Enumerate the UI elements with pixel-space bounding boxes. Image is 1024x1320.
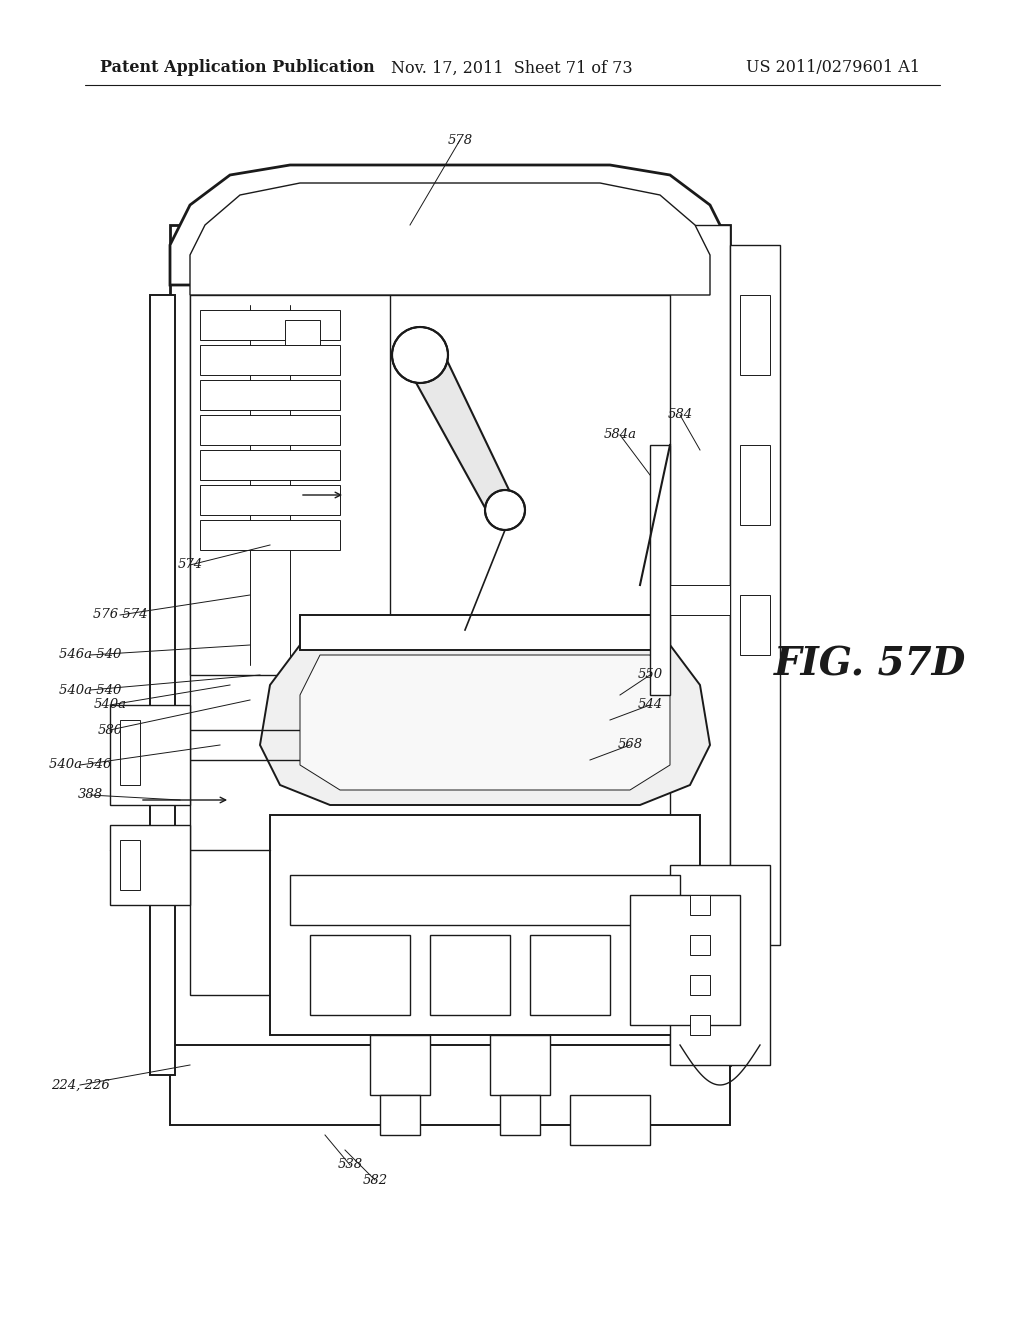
Bar [170,224,730,1065]
Bar [740,445,770,525]
Text: 550: 550 [637,668,663,681]
Bar [650,445,670,696]
Bar [300,615,670,649]
Bar [740,595,770,655]
Text: 540a: 540a [93,698,127,711]
Bar [380,1096,420,1135]
Text: Patent Application Publication: Patent Application Publication [100,59,375,77]
Bar [200,484,340,515]
Bar [490,1035,550,1096]
Bar [150,294,175,1074]
Text: 538: 538 [338,1159,362,1172]
Text: FIG. 57D: FIG. 57D [774,645,967,684]
Text: 540a 540: 540a 540 [58,684,121,697]
Bar [170,1045,730,1125]
Bar [200,310,340,341]
Bar [430,935,510,1015]
Text: 584: 584 [668,408,692,421]
Text: 544: 544 [637,698,663,711]
Text: 224, 226: 224, 226 [50,1078,110,1092]
Polygon shape [300,655,670,789]
Text: US 2011/0279601 A1: US 2011/0279601 A1 [746,59,920,77]
Bar [730,246,780,945]
Circle shape [392,327,449,383]
Text: 582: 582 [362,1173,387,1187]
Bar [690,975,710,995]
Polygon shape [260,645,710,805]
Bar [200,414,340,445]
Bar [110,705,190,805]
Bar [370,1035,430,1096]
Text: 388: 388 [78,788,102,801]
Bar [200,520,340,550]
Bar [200,345,340,375]
Bar [690,1015,710,1035]
Text: 540a 546: 540a 546 [49,759,112,771]
Bar [110,825,190,906]
Bar [290,875,680,925]
Bar [570,1096,650,1144]
Polygon shape [170,165,730,285]
Bar [670,224,730,1065]
Bar [310,935,410,1015]
Text: 546a 540: 546a 540 [58,648,121,661]
Bar [670,585,730,615]
Bar [190,294,390,675]
Circle shape [485,490,525,531]
Text: 574: 574 [177,558,203,572]
Bar [270,814,700,1035]
Bar [200,450,340,480]
Bar [630,895,740,1026]
Bar [120,840,140,890]
Bar [120,719,140,785]
Bar [500,1096,540,1135]
Text: 568: 568 [617,738,643,751]
Bar [190,294,710,995]
Bar [690,895,710,915]
Bar [530,935,610,1015]
Bar [690,935,710,954]
Polygon shape [398,350,521,515]
Text: 580: 580 [97,723,123,737]
Bar [285,319,319,345]
Text: Nov. 17, 2011  Sheet 71 of 73: Nov. 17, 2011 Sheet 71 of 73 [391,59,633,77]
Bar [670,865,770,1065]
Text: 584a: 584a [603,429,637,441]
Text: 578: 578 [447,133,472,147]
Bar [200,380,340,411]
Polygon shape [190,183,710,294]
Text: 576 574: 576 574 [93,609,147,622]
Bar [740,294,770,375]
